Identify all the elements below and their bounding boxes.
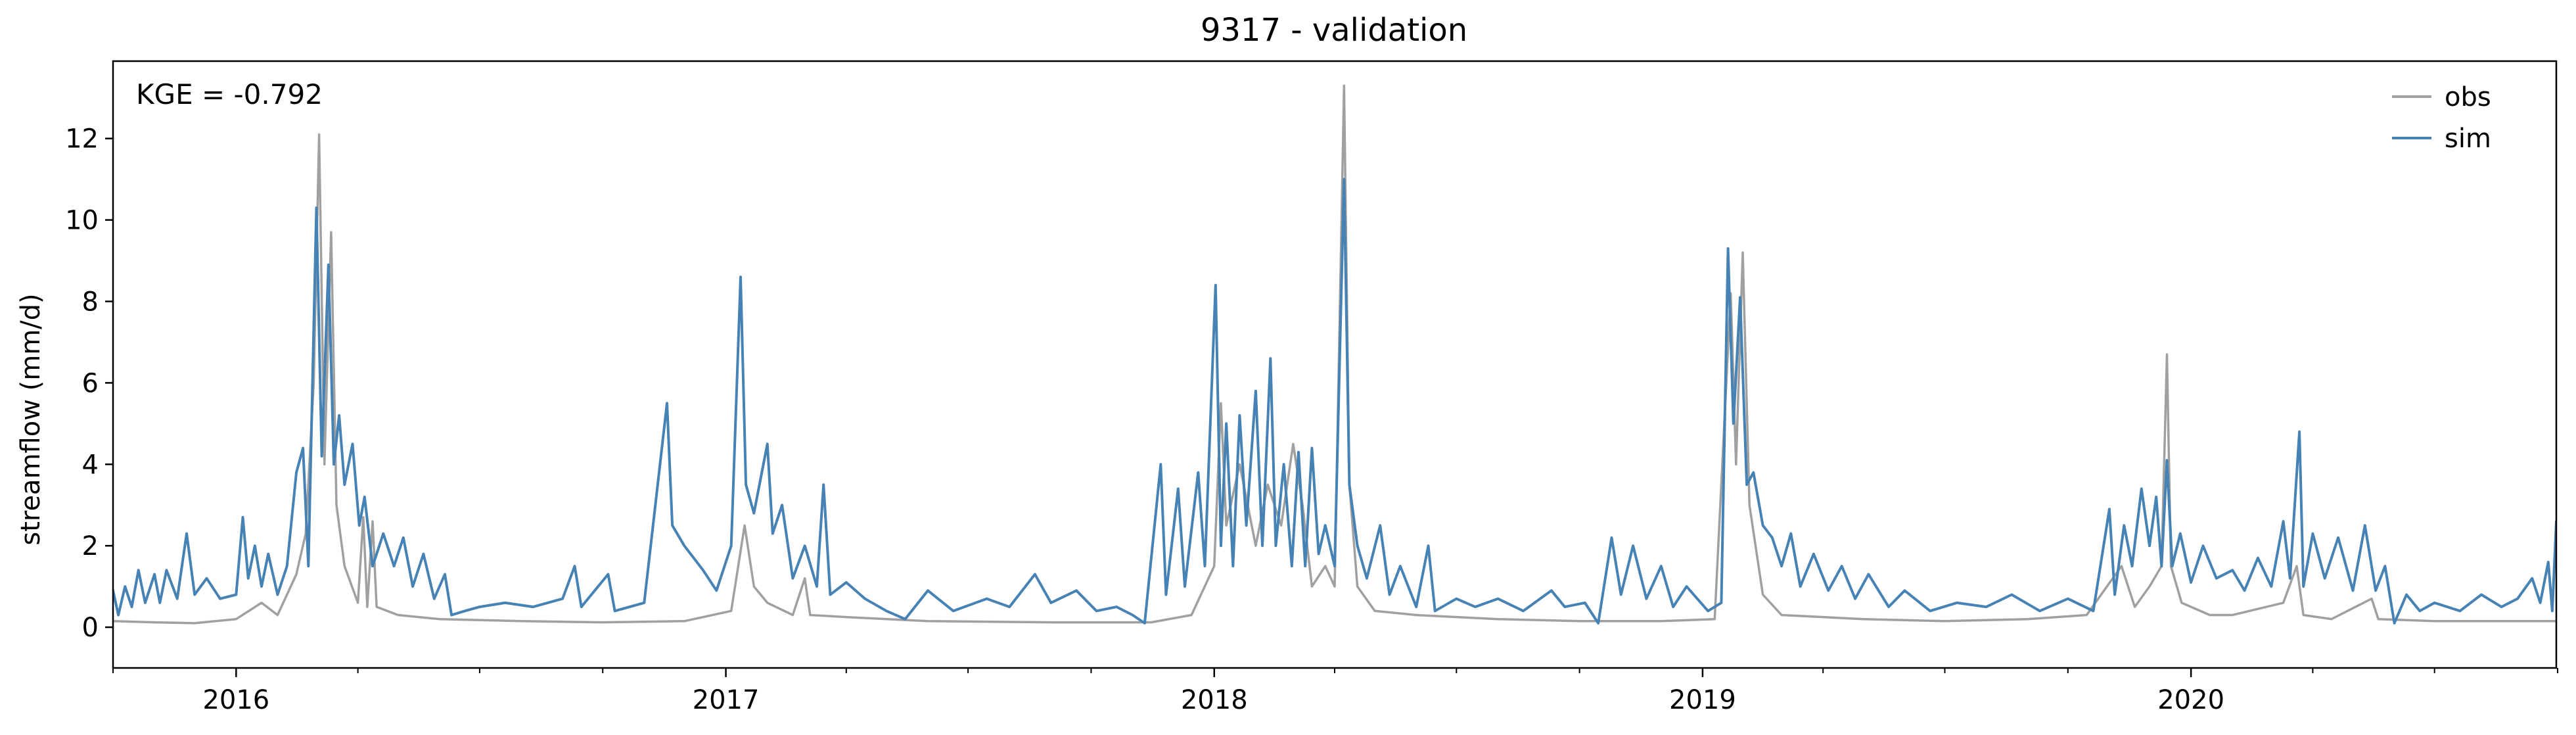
x-axis-ticks: 2016 2017 2018 2019 2020 [112, 668, 2559, 715]
x-tick-label: 2016 [202, 685, 269, 715]
series-layer [113, 84, 2556, 625]
y-axis-ticks: 0 2 4 6 8 10 12 [65, 124, 113, 643]
chart-title: 9317 - validation [1201, 12, 1467, 49]
y-tick-label: 6 [82, 368, 99, 398]
y-tick-label: 10 [65, 206, 99, 236]
plot-frame [112, 60, 2558, 669]
y-tick-label: 12 [65, 124, 99, 154]
x-tick-label: 2018 [1181, 685, 1248, 715]
kge-annotation: KGE = -0.792 [136, 78, 323, 110]
y-tick-label: 2 [82, 531, 99, 561]
x-tick-label: 2019 [1669, 685, 1736, 715]
legend: obs sim [2392, 82, 2491, 154]
legend-obs-label: obs [2445, 82, 2491, 112]
legend-sim-label: sim [2445, 124, 2491, 154]
x-tick-label: 2017 [693, 685, 760, 715]
series-line-sim [113, 178, 2556, 625]
y-tick-label: 0 [82, 613, 99, 643]
y-tick-label: 4 [82, 450, 99, 480]
y-axis-label: streamflow (mm/d) [16, 293, 46, 545]
x-tick-label: 2020 [2157, 685, 2224, 715]
y-tick-label: 8 [82, 287, 99, 317]
